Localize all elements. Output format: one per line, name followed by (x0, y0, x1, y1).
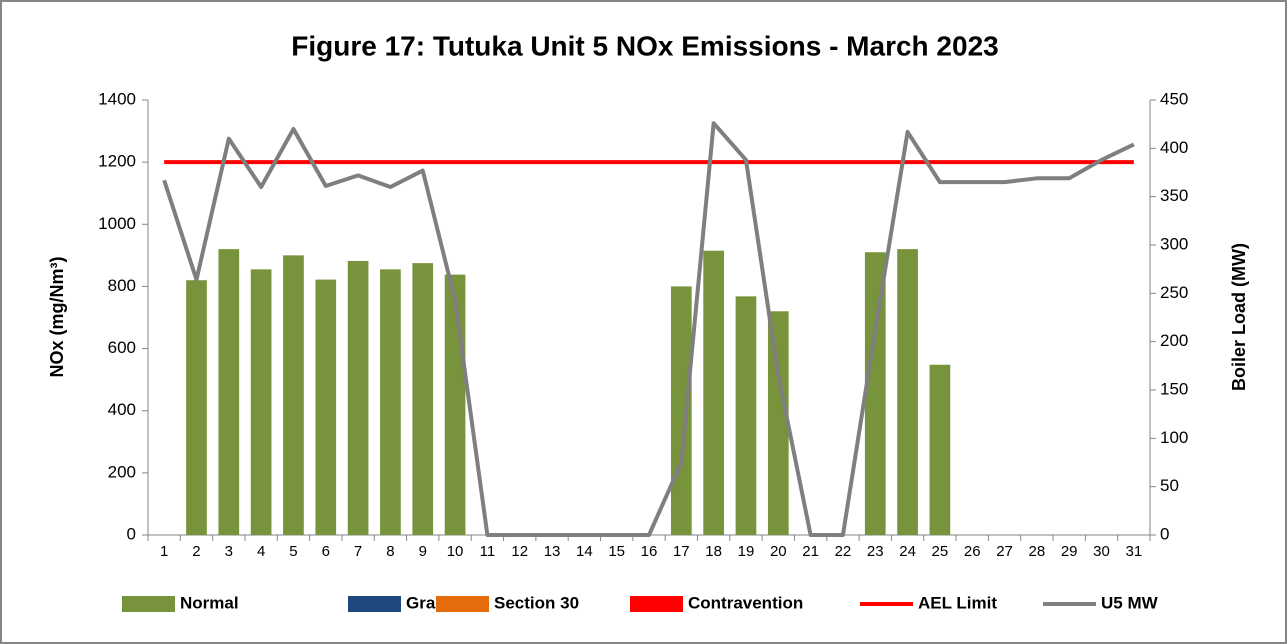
y2-tick-label: 250 (1160, 283, 1188, 302)
y2-tick-label: 0 (1160, 524, 1169, 543)
y-tick-label: 1000 (98, 214, 136, 233)
bar (864, 252, 886, 535)
y2-tick-label: 200 (1160, 331, 1188, 350)
x-tick-label: 19 (738, 543, 755, 560)
x-tick-label: 28 (1029, 543, 1046, 560)
x-tick-label: 10 (447, 543, 464, 560)
legend-label: U5 MW (1101, 593, 1159, 612)
y-axis-label: NOx (mg/Nm³) (47, 256, 67, 377)
legend-label: Contravention (688, 593, 803, 612)
legend-swatch (630, 596, 683, 612)
x-tick-label: 26 (964, 543, 981, 560)
x-tick-label: 8 (386, 543, 394, 560)
x-tick-label: 5 (289, 543, 297, 560)
y2-axis-label: Boiler Load (MW) (1229, 243, 1249, 391)
bar (218, 249, 240, 535)
y-tick-label: 1400 (98, 89, 136, 108)
x-tick-label: 3 (225, 543, 233, 560)
bar (703, 250, 724, 536)
bar (347, 260, 369, 535)
x-tick-label: 7 (354, 543, 362, 560)
x-tick-label: 23 (867, 543, 884, 560)
x-tick-label: 21 (802, 543, 819, 560)
bar (186, 280, 207, 535)
x-tick-label: 6 (322, 543, 330, 560)
line (162, 121, 1135, 537)
x-tick-label: 25 (932, 543, 949, 560)
y2-tick-label: 100 (1160, 428, 1188, 447)
x-tick-label: 22 (835, 543, 852, 560)
x-tick-label: 18 (705, 543, 722, 560)
x-tick-label: 29 (1061, 543, 1078, 560)
x-tick-label: 30 (1093, 543, 1110, 560)
legend-label: Section 30 (494, 593, 579, 612)
x-tick-label: 12 (511, 543, 528, 560)
x-tick-label: 20 (770, 543, 787, 560)
y2-tick-label: 50 (1160, 476, 1179, 495)
x-tick-label: 17 (673, 543, 690, 560)
x-tick-label: 1 (160, 543, 168, 560)
x-tick-label: 15 (608, 543, 625, 560)
x-tick-label: 9 (419, 543, 427, 560)
bar (767, 311, 789, 535)
x-tick-label: 24 (899, 543, 916, 560)
y-tick-label: 0 (127, 524, 136, 543)
x-tick-label: 31 (1125, 543, 1142, 560)
x-tick-label: 16 (641, 543, 658, 560)
chart-title: Figure 17: Tutuka Unit 5 NOx Emissions -… (291, 30, 998, 61)
x-tick-label: 4 (257, 543, 265, 560)
y2-tick-label: 300 (1160, 234, 1188, 253)
x-tick-label: 11 (480, 543, 496, 560)
y-tick-label: 600 (108, 338, 136, 357)
y-tick-label: 1200 (98, 152, 136, 171)
legend-swatch (348, 596, 401, 612)
bar (283, 255, 304, 535)
legend-swatch (436, 596, 489, 612)
x-tick-label: 2 (192, 543, 200, 560)
y2-tick-label: 450 (1160, 89, 1188, 108)
legend-label: Normal (180, 593, 239, 612)
legend-label: AEL Limit (918, 593, 997, 612)
bar (897, 249, 918, 535)
y2-tick-label: 400 (1160, 138, 1188, 157)
y-tick-label: 400 (108, 400, 136, 419)
bar (412, 263, 434, 535)
bar (250, 269, 272, 535)
bar (315, 279, 337, 535)
legend-swatch (122, 596, 175, 612)
x-tick-label: 13 (544, 543, 561, 560)
y-tick-label: 200 (108, 462, 136, 481)
y2-tick-label: 350 (1160, 186, 1188, 205)
bar (670, 286, 692, 535)
bar (929, 364, 951, 535)
y2-tick-label: 150 (1160, 379, 1188, 398)
x-tick-label: 27 (996, 543, 1013, 560)
y-tick-label: 800 (108, 276, 136, 295)
bar (380, 269, 401, 535)
bar (735, 296, 757, 535)
x-tick-label: 14 (576, 543, 593, 560)
